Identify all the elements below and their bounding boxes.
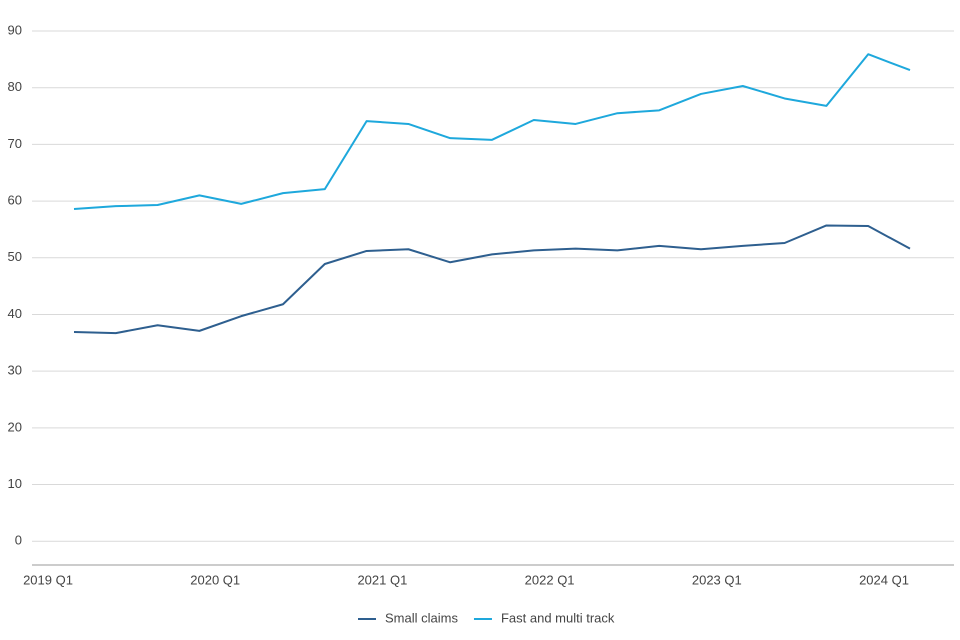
y-tick-label: 80 [8, 79, 22, 94]
y-tick-label: 30 [8, 363, 22, 378]
x-tick-label: 2020 Q1 [190, 572, 240, 587]
x-tick-label: 2023 Q1 [692, 572, 742, 587]
y-tick-label: 20 [8, 419, 22, 434]
y-tick-label: 50 [8, 249, 22, 264]
series-line [73, 53, 911, 210]
legend-label: Fast and multi track [501, 610, 615, 625]
x-tick-label: 2022 Q1 [525, 572, 575, 587]
y-tick-label: 10 [8, 476, 22, 491]
y-tick-label: 70 [8, 136, 22, 151]
y-tick-label: 90 [8, 22, 22, 37]
x-tick-label: 2024 Q1 [859, 572, 909, 587]
series-line [73, 224, 911, 335]
y-tick-label: 60 [8, 193, 22, 208]
y-tick-label: 40 [8, 306, 22, 321]
y-tick-label: 0 [15, 533, 22, 548]
x-tick-label: 2021 Q1 [357, 572, 407, 587]
x-tick-label: 2019 Q1 [23, 572, 73, 587]
legend-label: Small claims [385, 610, 458, 625]
